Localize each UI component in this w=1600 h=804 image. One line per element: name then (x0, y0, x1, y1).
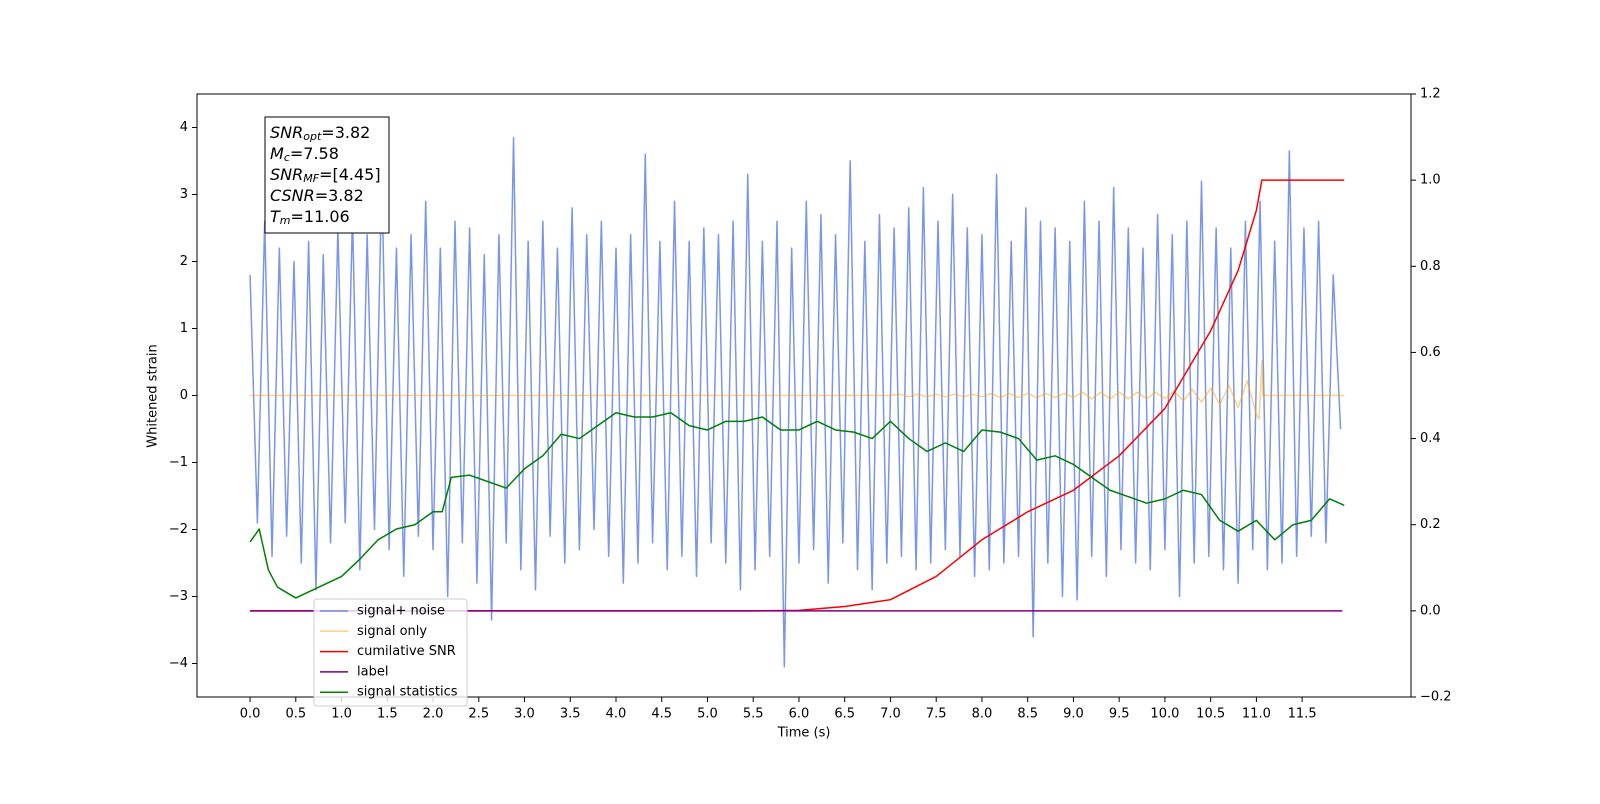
y2-tick-label: 0.2 (1420, 517, 1441, 532)
y2-tick-label: 0.8 (1420, 259, 1441, 274)
x-tick-label: 9.0 (1063, 707, 1084, 722)
x-tick-label: 4.5 (651, 707, 672, 722)
y2-tick-label: 0.6 (1420, 345, 1441, 360)
y-tick-label: 0 (180, 388, 188, 403)
y-tick-label: −1 (169, 455, 188, 470)
x-tick-label: 9.5 (1109, 707, 1130, 722)
legend-label: signal+ noise (357, 604, 445, 619)
x-tick-label: 7.0 (880, 707, 901, 722)
annotation-name: T (270, 207, 281, 226)
x-tick-label: 6.0 (789, 707, 810, 722)
x-tick-label: 7.5 (926, 707, 947, 722)
x-tick-label: 11.5 (1288, 707, 1317, 722)
annotation-box: SNRopt=3.82Mc=7.58SNRMF=[4.45]CSNR=3.82T… (264, 116, 390, 234)
x-tick-label: 0.0 (240, 707, 261, 722)
annotation-line: SNRMF=[4.45] (270, 165, 381, 186)
y-tick-label: 1 (180, 321, 188, 336)
annotation-sub: c (284, 151, 290, 164)
legend-label: label (357, 664, 388, 679)
annotation-value: =3.82 (321, 123, 370, 142)
annotation-value: =[4.45] (319, 165, 381, 184)
x-tick-label: 10.0 (1150, 707, 1179, 722)
x-tick-label: 8.5 (1017, 707, 1038, 722)
y-tick-label: −4 (169, 656, 188, 671)
x-tick-label: 2.0 (423, 707, 444, 722)
series-line (250, 359, 1345, 420)
y2-tick-label: 1.0 (1420, 173, 1441, 188)
series-line (249, 411, 1345, 599)
x-tick-label: 11.0 (1242, 707, 1271, 722)
annotation-name: SNR (270, 165, 303, 184)
y-tick-label: 2 (180, 254, 188, 269)
annotation-value: =7.58 (290, 144, 339, 163)
legend-label: signal statistics (357, 685, 458, 700)
x-tick-label: 5.5 (743, 707, 764, 722)
y-tick-label: −3 (169, 589, 188, 604)
annotation-name: CSNR (270, 186, 315, 205)
x-tick-label: 6.5 (834, 707, 855, 722)
x-tick-label: 3.0 (514, 707, 535, 722)
annotation-frame (264, 116, 390, 234)
x-tick-label: 2.5 (468, 707, 489, 722)
y-tick-label: 4 (180, 120, 188, 135)
annotation-line: SNRopt=3.82 (270, 123, 370, 144)
legend-label: cumilative SNR (357, 644, 456, 659)
x-tick-label: 8.0 (972, 707, 993, 722)
y2-tick-label: −0.2 (1420, 690, 1452, 705)
annotation-name: SNR (270, 123, 303, 142)
legend: signal+ noise signal only cumilative SNR la… (313, 598, 468, 707)
x-axis-label: Time (s) (777, 726, 831, 741)
x-tick-label: 0.5 (285, 707, 306, 722)
annotation-sub: opt (303, 130, 322, 143)
x-tick-label: 4.0 (606, 707, 627, 722)
legend-frame (313, 598, 468, 707)
y-tick-label: −2 (169, 522, 188, 537)
series-line (249, 136, 1342, 668)
annotation-value: =11.06 (291, 207, 350, 226)
x-tick-label: 5.0 (697, 707, 718, 722)
x-tick-label: 3.5 (560, 707, 581, 722)
x-tick-label: 10.5 (1196, 707, 1225, 722)
annotation-line: CSNR=3.82 (270, 186, 364, 205)
y2-tick-label: 1.2 (1420, 87, 1441, 102)
annotation-name: M (270, 144, 284, 163)
annotation-sub: m (280, 214, 291, 227)
annotation-value: =3.82 (315, 186, 364, 205)
x-tick-label: 1.5 (377, 707, 398, 722)
y2-tick-label: 0.4 (1420, 431, 1441, 446)
legend-label: signal only (357, 624, 427, 639)
y-tick-label: 3 (180, 187, 188, 202)
annotation-line: Mc=7.58 (270, 144, 339, 165)
annotation-line: Tm=11.06 (270, 207, 350, 228)
plot-frame (196, 93, 1412, 698)
y-axis-label: Whitened strain (146, 344, 161, 447)
series-line (250, 179, 1345, 612)
y2-tick-label: 0.0 (1420, 603, 1441, 618)
x-tick-label: 1.0 (331, 707, 352, 722)
annotation-sub: MF (303, 172, 319, 185)
